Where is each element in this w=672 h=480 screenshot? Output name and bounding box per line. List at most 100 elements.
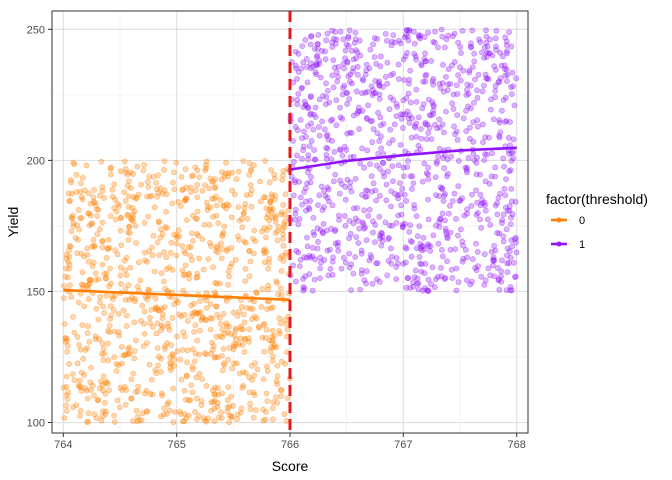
data-point xyxy=(117,272,124,279)
data-point xyxy=(109,193,116,200)
data-point xyxy=(92,202,99,208)
data-point xyxy=(376,232,383,239)
data-point xyxy=(281,211,288,218)
data-point xyxy=(102,408,109,415)
data-point xyxy=(385,236,392,243)
data-point xyxy=(212,193,219,200)
data-point xyxy=(361,164,367,171)
data-point xyxy=(371,239,378,246)
data-point xyxy=(233,176,240,183)
data-point xyxy=(431,39,438,46)
data-point xyxy=(99,382,106,388)
data-point xyxy=(425,243,432,249)
data-point xyxy=(329,27,335,34)
data-point xyxy=(436,193,443,200)
data-point xyxy=(174,299,181,306)
data-point xyxy=(206,221,213,228)
data-point xyxy=(310,126,317,133)
data-point xyxy=(126,344,133,351)
data-point xyxy=(138,317,144,324)
data-point xyxy=(432,28,438,35)
data-point xyxy=(194,270,201,277)
data-point xyxy=(194,167,201,174)
data-point xyxy=(159,230,166,237)
data-point xyxy=(425,129,432,136)
data-point xyxy=(486,134,492,141)
data-point xyxy=(252,407,259,414)
data-point xyxy=(231,341,237,348)
data-point xyxy=(135,191,142,198)
data-point xyxy=(231,332,238,338)
data-point xyxy=(225,202,232,209)
data-point xyxy=(228,214,235,221)
data-point xyxy=(104,245,111,252)
data-point xyxy=(168,239,175,246)
data-point xyxy=(370,180,377,187)
data-point xyxy=(140,343,147,350)
data-point xyxy=(506,203,513,209)
data-point xyxy=(168,360,174,367)
data-point xyxy=(278,358,285,365)
data-point xyxy=(436,81,443,87)
data-point xyxy=(278,209,285,215)
data-point xyxy=(404,50,410,56)
data-point xyxy=(447,246,454,253)
data-point xyxy=(103,275,109,281)
data-point xyxy=(425,29,431,36)
data-point xyxy=(375,150,382,157)
data-point xyxy=(253,289,260,296)
data-point xyxy=(192,408,198,415)
data-point xyxy=(300,275,306,282)
data-point xyxy=(317,254,324,261)
data-point xyxy=(376,138,383,144)
data-point xyxy=(425,196,431,203)
data-point xyxy=(346,250,352,257)
data-point xyxy=(311,276,318,283)
data-point xyxy=(163,254,170,261)
data-point xyxy=(199,314,205,321)
data-point xyxy=(316,96,323,103)
data-point xyxy=(66,261,73,268)
data-point xyxy=(99,238,105,245)
data-point xyxy=(444,87,451,93)
data-point xyxy=(354,63,361,70)
data-point xyxy=(497,75,504,81)
data-point xyxy=(303,133,309,140)
data-point xyxy=(376,278,383,285)
data-point xyxy=(183,184,190,191)
data-point xyxy=(422,78,429,85)
data-point xyxy=(435,153,441,160)
data-point xyxy=(310,229,317,236)
data-point xyxy=(119,360,125,367)
data-point xyxy=(369,87,376,94)
data-point xyxy=(364,147,371,154)
data-point xyxy=(397,141,404,148)
data-point xyxy=(219,233,226,240)
data-point xyxy=(181,418,188,424)
data-point xyxy=(65,274,71,281)
data-point xyxy=(346,129,353,136)
data-point xyxy=(130,193,137,200)
data-point xyxy=(467,281,474,288)
data-point xyxy=(79,269,86,276)
data-point xyxy=(377,114,384,121)
data-point xyxy=(484,76,490,82)
data-point xyxy=(240,311,247,318)
data-point xyxy=(110,306,117,313)
data-point xyxy=(307,110,314,117)
x-tick-label: 764 xyxy=(54,439,72,451)
data-point xyxy=(163,225,170,232)
data-point xyxy=(452,246,459,252)
data-point xyxy=(60,384,67,391)
data-point xyxy=(297,116,304,123)
data-point xyxy=(82,347,89,353)
data-point xyxy=(363,280,369,287)
data-point xyxy=(400,56,407,63)
data-point xyxy=(348,188,355,195)
data-point xyxy=(194,310,201,317)
data-point xyxy=(482,71,489,78)
data-point xyxy=(294,76,300,82)
data-point xyxy=(171,186,178,193)
data-point xyxy=(463,92,470,98)
data-point xyxy=(267,348,274,355)
